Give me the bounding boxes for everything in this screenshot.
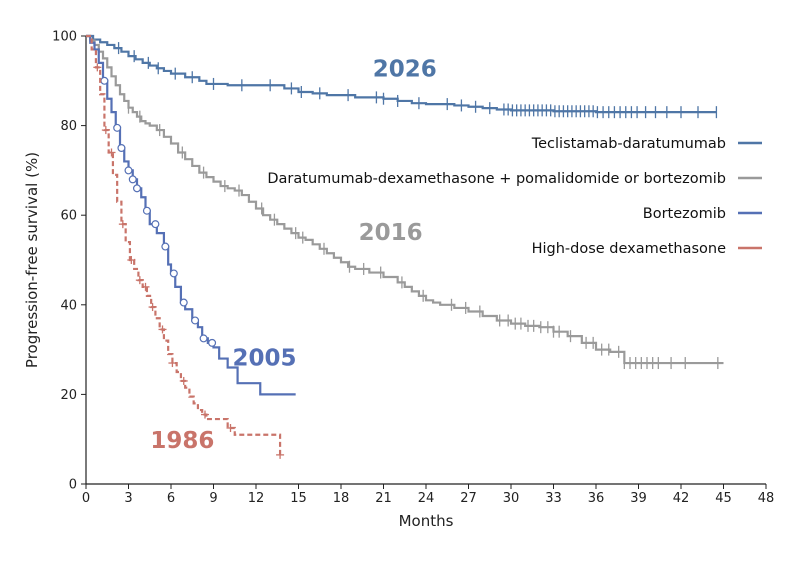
year-label-2026: 2026 xyxy=(373,56,437,82)
censor-mark xyxy=(151,220,160,229)
x-tick-label: 9 xyxy=(209,491,217,506)
year-label-2016: 2016 xyxy=(359,220,423,246)
y-tick-label: 80 xyxy=(60,119,77,134)
censor-mark xyxy=(113,123,122,132)
year-labels: 2026 2016 2005 1986 xyxy=(150,56,436,454)
x-tick-label: 0 xyxy=(82,491,90,506)
censor-mark xyxy=(100,76,109,85)
censor-mark xyxy=(161,242,170,251)
censor-mark xyxy=(169,269,178,278)
x-tick-label: 45 xyxy=(715,491,732,506)
x-tick-label: 21 xyxy=(375,491,392,506)
censor-mark xyxy=(117,144,126,153)
series-4 xyxy=(86,34,285,459)
y-tick-label: 60 xyxy=(60,209,77,224)
series-line xyxy=(86,34,724,365)
series-3 xyxy=(86,34,296,396)
year-label-1986: 1986 xyxy=(150,428,214,454)
x-tick-label: 3 xyxy=(124,491,132,506)
x-tick-label: 18 xyxy=(333,491,350,506)
x-axis-title: Months xyxy=(399,512,454,530)
x-tick-label: 15 xyxy=(290,491,307,506)
x-tick-label: 48 xyxy=(758,491,775,506)
x-tick-label: 33 xyxy=(545,491,562,506)
series-layer xyxy=(86,34,724,459)
censor-mark xyxy=(191,316,200,325)
axes: 0 3 6 9 12 15 18 21 24 27 30 33 36 39 42 45 480204060801… xyxy=(52,30,774,507)
x-tick-label: 27 xyxy=(460,491,477,506)
legend-label: High-dose dexamethasone xyxy=(532,241,726,257)
legend-label: Teclistamab-daratumumab xyxy=(531,136,726,152)
y-tick-label: 100 xyxy=(52,30,77,45)
y-tick-label: 40 xyxy=(60,298,77,313)
censor-mark xyxy=(199,334,208,343)
series-line xyxy=(86,34,282,455)
legend-label: Daratumumab-dexamethasone + pomalidomide… xyxy=(267,171,726,187)
x-tick-label: 30 xyxy=(503,491,520,506)
censor-mark xyxy=(142,206,151,215)
censor-mark xyxy=(179,298,188,307)
x-tick-label: 36 xyxy=(588,491,605,506)
censor-mark xyxy=(208,338,217,347)
legend-label: Bortezomib xyxy=(643,206,726,222)
censor-mark xyxy=(133,184,142,193)
legend: Teclistamab-daratumumab Daratumumab-dexam… xyxy=(267,136,762,257)
x-tick-label: 39 xyxy=(630,491,647,506)
censor-mark xyxy=(128,175,137,184)
year-label-2005: 2005 xyxy=(232,345,296,371)
x-tick-label: 42 xyxy=(673,491,690,506)
x-tick-label: 12 xyxy=(248,491,265,506)
x-tick-label: 6 xyxy=(167,491,175,506)
y-axis-title: Progression-free survival (%) xyxy=(23,152,41,368)
series-2 xyxy=(86,34,724,370)
y-tick-label: 0 xyxy=(69,478,77,493)
x-tick-label: 24 xyxy=(418,491,435,506)
series-1 xyxy=(86,34,718,119)
y-tick-label: 20 xyxy=(60,388,77,403)
censor-mark xyxy=(124,166,133,175)
